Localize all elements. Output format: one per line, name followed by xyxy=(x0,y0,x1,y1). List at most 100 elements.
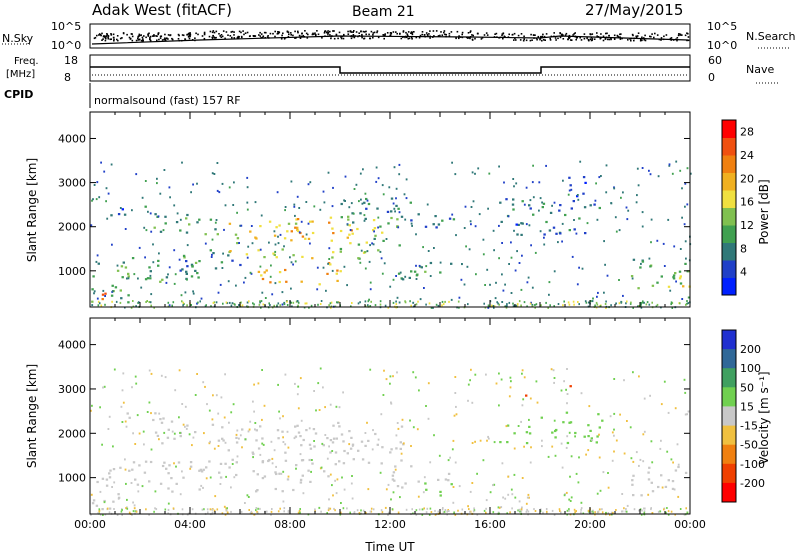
power-noise-cell xyxy=(174,273,177,276)
nsky-point xyxy=(542,33,544,36)
nsky-point xyxy=(600,33,602,35)
power-noise-cell xyxy=(532,164,534,167)
velocity-noise-cell xyxy=(536,401,539,404)
nsky-point xyxy=(116,35,119,37)
velocity-noise-cell xyxy=(202,486,204,489)
power-cell xyxy=(434,215,437,218)
power-ground-cell xyxy=(404,301,407,304)
power-noise-cell xyxy=(399,271,402,274)
velocity-noise-cell xyxy=(335,405,338,408)
power-cell xyxy=(583,206,587,209)
velocity-noise-cell xyxy=(587,449,590,452)
power-noise-cell xyxy=(156,177,158,180)
nsky-point xyxy=(315,33,317,36)
power-ground-cell xyxy=(590,300,592,303)
power-noise-cell xyxy=(364,267,367,270)
power-noise-cell xyxy=(116,264,119,267)
velocity-noise-cell xyxy=(521,369,524,372)
power-noise-cell xyxy=(361,202,364,205)
velocity-noise-cell xyxy=(684,413,687,416)
power-cell xyxy=(300,280,303,283)
nsky-point xyxy=(274,30,276,33)
power-cell xyxy=(667,285,671,288)
power-ground-cell xyxy=(225,301,228,304)
velocity-noise-cell xyxy=(667,411,670,414)
velocity-ground-cell xyxy=(327,509,330,512)
velocity-ground-cell xyxy=(230,510,232,513)
velocity-cell xyxy=(256,489,259,492)
power-ground-cell xyxy=(310,304,313,307)
velocity-cell xyxy=(399,441,402,444)
velocity-cell xyxy=(410,465,413,468)
velocity-noise-cell xyxy=(318,409,321,411)
power-cell xyxy=(159,230,163,233)
velocity-noise-cell xyxy=(324,434,327,436)
power-ground-cell xyxy=(632,306,634,309)
velocity-ground-cell xyxy=(625,510,628,513)
velocity-noise-cell xyxy=(277,383,279,386)
power-noise-cell xyxy=(298,207,301,209)
power-ground-cell xyxy=(642,301,644,304)
power-ground-cell xyxy=(415,303,418,306)
nsky-point xyxy=(290,32,292,34)
velocity-noise-cell xyxy=(416,428,419,431)
power-noise-cell xyxy=(398,211,401,214)
velocity-noise-cell xyxy=(615,439,618,442)
velocity-cell xyxy=(566,441,570,445)
velocity-noise-cell xyxy=(178,369,181,372)
nsky-point xyxy=(687,32,689,35)
nsky-point xyxy=(564,34,567,36)
velocity-cell xyxy=(589,429,592,432)
velocity-noise-cell xyxy=(626,420,628,422)
power-noise-cell xyxy=(228,186,231,189)
nsky-point xyxy=(641,36,643,39)
power-cell xyxy=(104,292,107,295)
nsky-point xyxy=(277,32,280,35)
velocity-ground-cell xyxy=(685,507,687,510)
velocity-ground-cell xyxy=(277,510,280,513)
velocity-noise-cell xyxy=(563,494,566,497)
power-noise-cell xyxy=(296,195,299,198)
velocity-noise-cell xyxy=(181,470,183,473)
power-cell xyxy=(281,248,284,251)
velocity-ground-cell xyxy=(191,508,194,511)
power-frame xyxy=(89,111,691,308)
nsky-point xyxy=(282,32,284,35)
velocity-noise-cell xyxy=(566,435,569,438)
nsky-point xyxy=(455,37,457,40)
power-cell xyxy=(123,213,127,216)
power-cell xyxy=(144,278,148,281)
nsky-point xyxy=(644,39,647,42)
velocity-noise-cell xyxy=(650,440,653,443)
velocity-noise-cell xyxy=(647,493,650,496)
velocity-cell xyxy=(134,478,137,481)
velocity-ground-cell xyxy=(615,509,617,511)
velocity-cell xyxy=(352,458,355,461)
velocity-noise-cell xyxy=(395,434,398,437)
nsky-point xyxy=(299,37,302,39)
velocity-noise-cell xyxy=(565,446,568,449)
power-cell xyxy=(573,228,576,231)
velocity-noise-cell xyxy=(334,479,336,482)
velocity-ground-cell xyxy=(453,511,455,514)
nsky-point xyxy=(290,34,292,36)
power-noise-cell xyxy=(422,246,424,249)
power-noise-cell xyxy=(168,304,171,307)
velocity-cell xyxy=(101,508,104,511)
power-noise-cell xyxy=(493,249,495,252)
velocity-noise-cell xyxy=(399,496,401,499)
nsky-panel: N.Sky 10^5 10^0 10^5 10^0 N.Search xyxy=(2,20,796,52)
freq-tick-low: 8 xyxy=(64,71,71,84)
power-ground-cell xyxy=(305,302,308,305)
velocity-ground-cell xyxy=(520,508,523,511)
velocity-ground-cell xyxy=(248,509,250,511)
power-noise-cell xyxy=(581,267,584,270)
nsky-point xyxy=(686,32,688,34)
velocity-noise-cell xyxy=(315,409,317,412)
power-cell xyxy=(111,284,114,287)
power-noise-cell xyxy=(106,217,109,220)
power-cell xyxy=(678,270,682,273)
nsky-point xyxy=(531,39,533,41)
velocity-noise-cell xyxy=(313,440,315,442)
